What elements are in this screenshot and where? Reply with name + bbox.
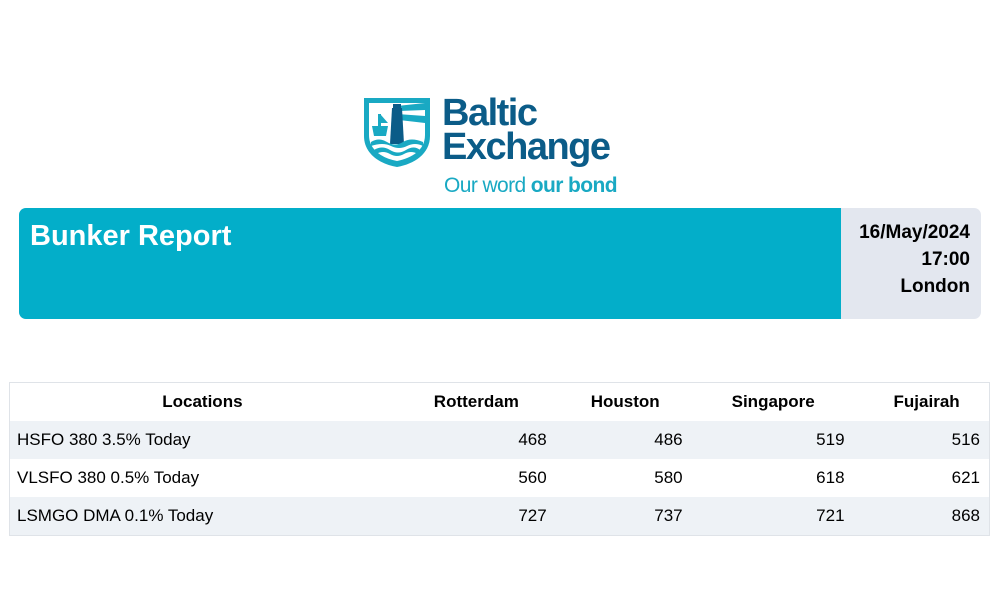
row-label: VLSFO 380 0.5% Today bbox=[9, 459, 395, 497]
report-time: 17:00 bbox=[921, 249, 970, 270]
table-row: VLSFO 380 0.5% Today 560 580 618 621 bbox=[9, 459, 990, 497]
header-locations: Locations bbox=[9, 382, 395, 421]
cell-rotterdam: 560 bbox=[394, 459, 556, 497]
bunker-price-table: Locations Rotterdam Houston Singapore Fu… bbox=[9, 382, 990, 536]
report-title: Bunker Report bbox=[30, 220, 232, 252]
header-fujairah: Fujairah bbox=[853, 382, 990, 421]
cell-houston: 486 bbox=[555, 421, 692, 459]
header-houston: Houston bbox=[555, 382, 692, 421]
report-title-area: Bunker Report bbox=[19, 208, 841, 319]
cell-houston: 737 bbox=[555, 497, 692, 536]
tagline-regular: Our word bbox=[444, 174, 531, 197]
cell-fujairah: 621 bbox=[853, 459, 990, 497]
cell-rotterdam: 468 bbox=[394, 421, 556, 459]
report-header-band: Bunker Report 16/May/2024 17:00 London bbox=[19, 208, 981, 319]
row-label: LSMGO DMA 0.1% Today bbox=[9, 497, 395, 536]
logo-word-exchange: Exchange bbox=[442, 126, 611, 168]
header-singapore: Singapore bbox=[691, 382, 854, 421]
report-date: 16/May/2024 bbox=[859, 222, 970, 243]
header-rotterdam: Rotterdam bbox=[394, 382, 556, 421]
table-row: HSFO 380 3.5% Today 468 486 519 516 bbox=[9, 421, 990, 459]
cell-singapore: 519 bbox=[691, 421, 854, 459]
logo-tagline: Our word our bond bbox=[444, 174, 618, 198]
report-location: London bbox=[900, 276, 970, 297]
cell-singapore: 721 bbox=[691, 497, 854, 536]
cell-singapore: 618 bbox=[691, 459, 854, 497]
logo-word-baltic: Baltic bbox=[442, 92, 538, 134]
cell-fujairah: 516 bbox=[853, 421, 990, 459]
tagline-bold: our bond bbox=[530, 174, 618, 197]
table-row: LSMGO DMA 0.1% Today 727 737 721 868 bbox=[9, 497, 990, 536]
cell-houston: 580 bbox=[555, 459, 692, 497]
table-header-row: Locations Rotterdam Houston Singapore Fu… bbox=[9, 382, 990, 421]
row-label: HSFO 380 3.5% Today bbox=[9, 421, 395, 459]
baltic-exchange-logo: Baltic Exchange Our word our bond bbox=[362, 94, 652, 204]
cell-rotterdam: 727 bbox=[394, 497, 556, 536]
lighthouse-shield-icon bbox=[364, 98, 430, 167]
report-meta: 16/May/2024 17:00 London bbox=[859, 219, 970, 300]
cell-fujairah: 868 bbox=[853, 497, 990, 536]
